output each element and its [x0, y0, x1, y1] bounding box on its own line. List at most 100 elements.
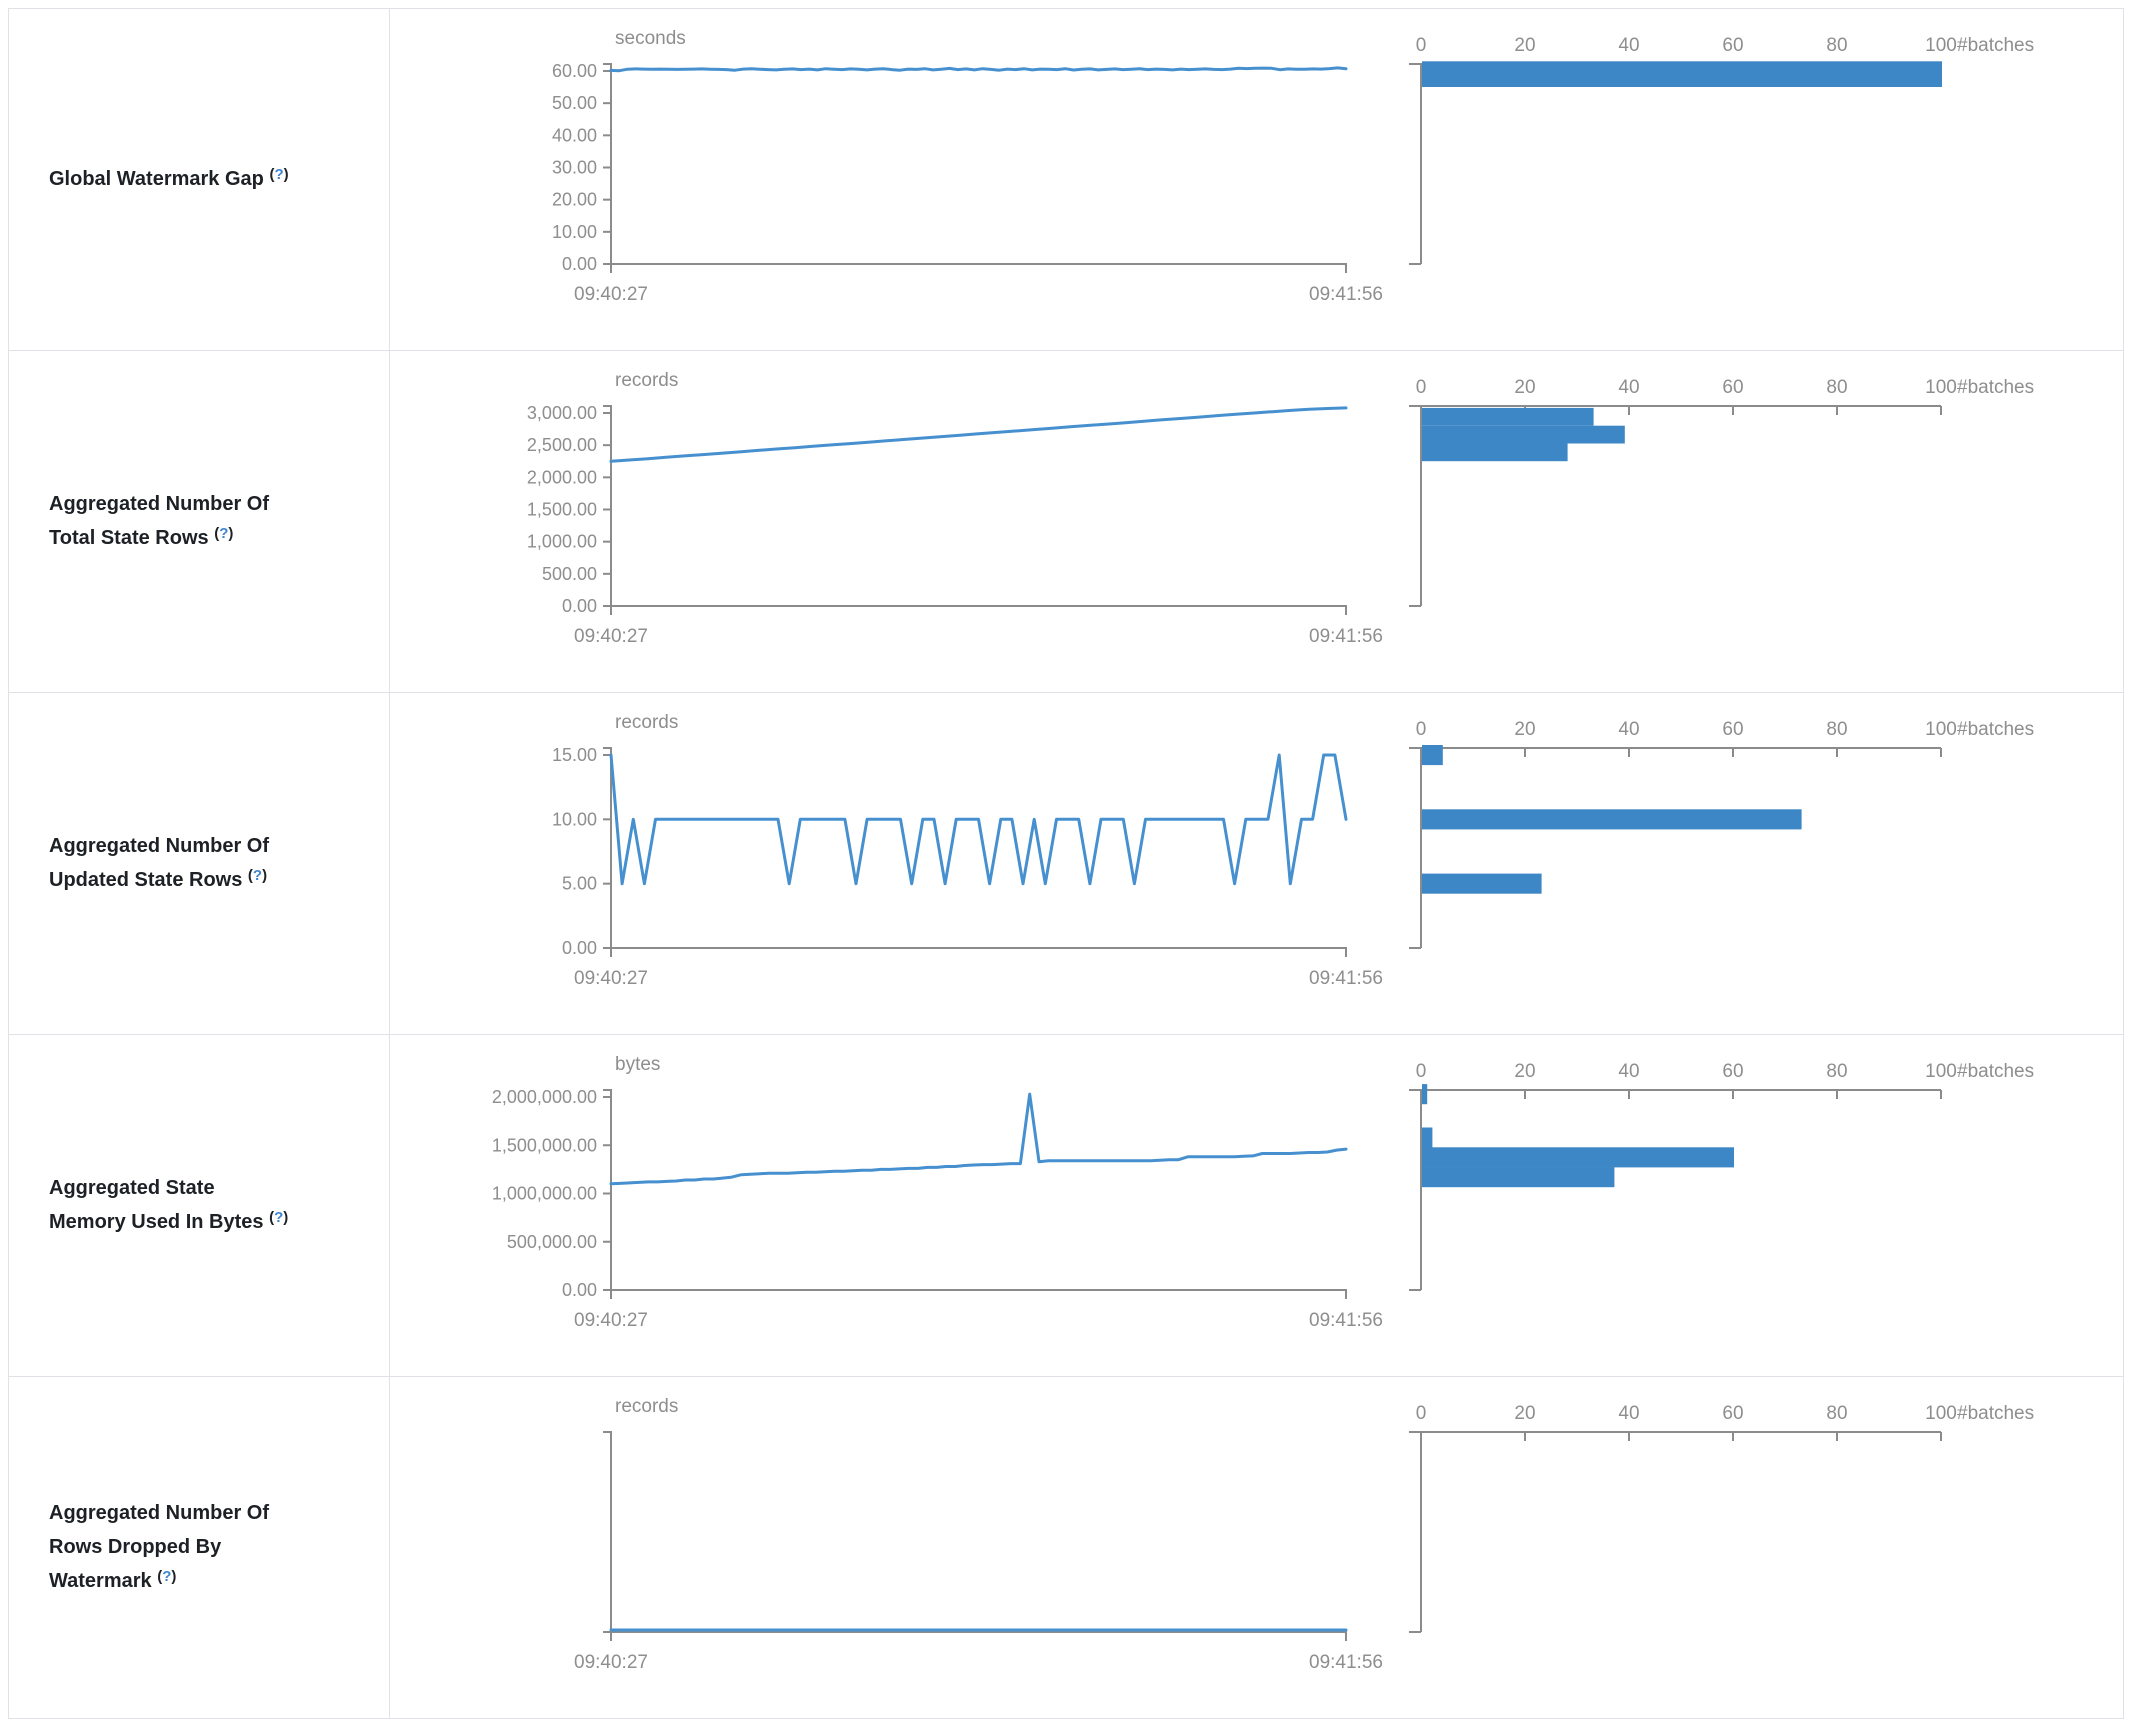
metric-name: Aggregated Number Of Updated State Rows	[49, 834, 270, 891]
metric-label: Aggregated Number Of Updated State Rows …	[49, 829, 289, 899]
help-question-mark[interactable]: ?	[162, 1567, 172, 1585]
histogram-tick-label: 80	[1826, 35, 1847, 56]
histogram-tick-label: 20	[1514, 719, 1535, 740]
metric-name: Global Watermark Gap	[49, 167, 264, 190]
metric-label-cell: Aggregated Number Of Updated State Rows …	[8, 692, 390, 1035]
timeline-and-histogram-svg: records 3,000.00 2,500.00 2,000.00 1,500.00 1…	[527, 370, 2034, 647]
metric-label: Aggregated State Memory Used In Bytes (?…	[49, 1171, 289, 1241]
metrics-table-body: Global Watermark Gap (?) seconds 60.00 50.…	[8, 8, 2124, 1719]
metric-timeline-line	[609, 1092, 1348, 1186]
y-tick-label: 0.00	[562, 596, 597, 616]
histogram-tick-label: 40	[1618, 719, 1639, 740]
metric-chart-cell: records 15.00 10.00 5.00 0.00 09:40:27 09:41:5…	[389, 692, 2124, 1035]
metric-chart-cell: records 3,000.00 2,500.00 2,000.00 1,500.00 1…	[389, 350, 2124, 693]
help-link[interactable]: (?)	[157, 1567, 177, 1585]
histogram-chart: 0 20 40 60 80 100 #batches	[1409, 719, 2034, 949]
histogram-bar	[1422, 425, 1625, 444]
histogram-unit-label: #batches	[1957, 1061, 2034, 1082]
histogram-bar	[1422, 745, 1443, 766]
y-tick-label: 0.00	[562, 1280, 597, 1300]
histogram-left-axis	[1409, 64, 1422, 265]
histogram-unit-label: #batches	[1957, 377, 2034, 398]
help-link[interactable]: (?)	[269, 1208, 289, 1226]
help-question-mark[interactable]: ?	[252, 866, 263, 884]
histogram-bar	[1422, 61, 1942, 87]
metric-timeline-line	[609, 753, 1348, 886]
metric-label-cell: Aggregated Number Of Rows Dropped By Wat…	[8, 1376, 390, 1719]
y-tick-label: 10.00	[552, 222, 597, 242]
x-start-time-label: 09:40:27	[574, 1652, 648, 1673]
help-link[interactable]: (?)	[214, 524, 234, 542]
histogram-tick-label: 20	[1514, 35, 1535, 56]
y-tick-label: 1,000,000.00	[492, 1184, 597, 1204]
metric-label-cell: Global Watermark Gap (?)	[8, 8, 390, 351]
timeline-and-histogram-svg: records 15.00 10.00 5.00 0.00 09:40:27 09:41:5…	[552, 712, 2034, 989]
help-question-mark[interactable]: ?	[274, 165, 284, 183]
histogram-tick-label: 0	[1416, 35, 1427, 56]
metric-row: Aggregated Number Of Updated State Rows …	[8, 692, 2124, 1035]
y-tick-label: 50.00	[552, 93, 597, 113]
histogram-tick-label: 100	[1925, 35, 1957, 56]
histogram-left-axis	[1409, 406, 1422, 607]
y-tick-label: 10.00	[552, 809, 597, 829]
histogram-unit-label: #batches	[1957, 719, 2034, 740]
timeline-and-histogram-svg: seconds 60.00 50.00 40.00 30.00 20.00 10.00 0.0…	[552, 28, 2034, 305]
timeline-and-histogram-svg: bytes 2,000,000.00 1,500,000.00 1,000,000.0…	[492, 1054, 2034, 1331]
help-link[interactable]: (?)	[247, 866, 268, 884]
histogram-bar	[1422, 873, 1542, 894]
metric-label: Aggregated Number Of Rows Dropped By Wat…	[49, 1496, 289, 1600]
timeline-unit-label: records	[615, 370, 678, 391]
histogram-bar	[1422, 443, 1568, 462]
y-tick-label: 3,000.00	[527, 403, 597, 423]
y-tick-label: 30.00	[552, 158, 597, 178]
x-end-time-label: 09:41:56	[1309, 968, 1383, 989]
histogram-chart: 0 20 40 60 80 100 #batches	[1409, 1061, 2034, 1291]
timeline-y-axis	[603, 63, 612, 265]
histogram-tick-label: 60	[1722, 1061, 1743, 1082]
histogram-left-axis	[1409, 748, 1422, 949]
y-tick-label: 20.00	[552, 190, 597, 210]
histogram-tick-label: 20	[1514, 1061, 1535, 1082]
timeline-unit-label: records	[615, 712, 678, 733]
x-end-time-label: 09:41:56	[1309, 284, 1383, 305]
histogram-bar	[1422, 1147, 1734, 1168]
help-link[interactable]: (?)	[269, 165, 289, 183]
metric-chart-cell: seconds 60.00 50.00 40.00 30.00 20.00 10.00 0.0…	[389, 8, 2124, 351]
timeline-y-axis	[603, 1089, 612, 1291]
help-question-mark[interactable]: ?	[274, 1208, 284, 1226]
x-start-time-label: 09:40:27	[574, 968, 648, 989]
timeline-unit-label: seconds	[615, 28, 686, 49]
x-start-time-label: 09:40:27	[574, 284, 648, 305]
x-end-time-label: 09:41:56	[1309, 1310, 1383, 1331]
histogram-tick-label: 60	[1722, 1403, 1743, 1424]
histogram-tick-label: 40	[1618, 1403, 1639, 1424]
histogram-tick-label: 60	[1722, 377, 1743, 398]
metric-chart-cell: bytes 2,000,000.00 1,500,000.00 1,000,000.0…	[389, 1034, 2124, 1377]
histogram-bar	[1422, 1167, 1615, 1188]
histogram-tick-label: 60	[1722, 35, 1743, 56]
histogram-tick-label: 100	[1925, 377, 1957, 398]
histogram-tick-label: 40	[1618, 35, 1639, 56]
metric-name: Aggregated State Memory Used In Bytes	[49, 1176, 264, 1233]
timeline-y-axis	[603, 1431, 612, 1633]
y-tick-label: 500,000.00	[507, 1232, 597, 1252]
metric-name: Aggregated Number Of Rows Dropped By Wat…	[49, 1501, 270, 1592]
metric-timeline-line	[609, 406, 1348, 463]
watermark-state-metrics-table: Global Watermark Gap (?) seconds 60.00 50.…	[8, 8, 2124, 1719]
histogram-tick-label: 0	[1416, 1403, 1427, 1424]
histogram-tick-label: 0	[1416, 1061, 1427, 1082]
timeline-x-axis	[610, 605, 1347, 615]
timeline-unit-label: records	[615, 1396, 678, 1417]
histogram-tick-label: 60	[1722, 719, 1743, 740]
histogram-bar	[1422, 1084, 1428, 1105]
y-tick-label: 1,500,000.00	[492, 1135, 597, 1155]
histogram-tick-label: 0	[1416, 719, 1427, 740]
help-question-mark[interactable]: ?	[219, 524, 229, 542]
timeline-x-axis	[610, 947, 1347, 957]
metric-label: Aggregated Number Of Total State Rows (?…	[49, 487, 289, 557]
metric-row: Global Watermark Gap (?) seconds 60.00 50.…	[8, 8, 2124, 351]
histogram-tick-label: 20	[1514, 377, 1535, 398]
histogram-bar	[1422, 1127, 1433, 1148]
histogram-bar	[1422, 809, 1802, 830]
